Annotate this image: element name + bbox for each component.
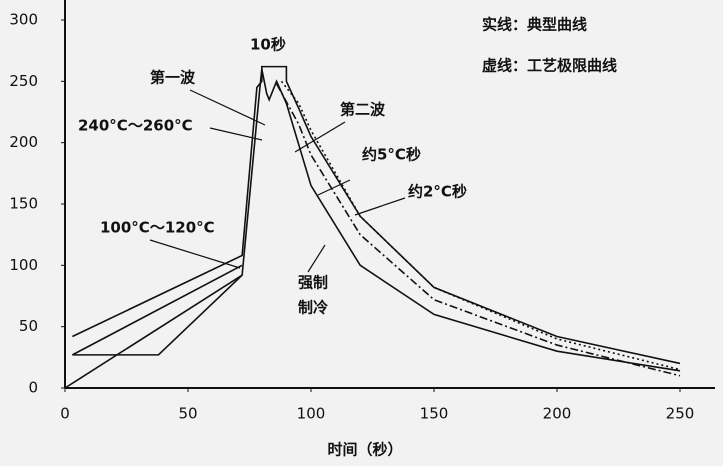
annotation: 制冷 [298,299,328,317]
annotation: 100°C～120°C [100,219,215,237]
leader-line [149,239,241,269]
x-axis-label: 时间（秒） [327,441,402,459]
annotation: 240°C～260°C [78,117,193,135]
x-tick-label: 50 [178,405,197,423]
annotation: 约5°C秒 [362,146,421,164]
profile-curve [72,65,681,365]
y-tick-label: 250 [9,72,38,90]
leader-line [307,244,326,273]
profile-curve [64,68,681,389]
y-tick-label: 100 [9,256,38,274]
annotation: 第二波 [340,101,386,119]
x-tick-label: 100 [297,405,326,423]
annotation: 10秒 [250,36,286,54]
leader-line [189,89,266,126]
profile-curve [72,274,243,356]
y-tick-label: 50 [19,317,38,335]
x-tick-label: 200 [543,405,572,423]
leader-line [209,127,263,141]
y-tick-label: 200 [9,133,38,151]
x-tick-label: 250 [666,405,695,423]
profile-curve [280,80,681,371]
y-tick-label: 150 [9,195,38,213]
leader-line [294,121,346,153]
x-tick-label: 0 [60,405,70,423]
annotation: 约2°C秒 [408,183,467,201]
annotation: 强制 [298,274,328,292]
annotation: 实线：典型曲线 [482,16,587,34]
y-tick-label: 300 [9,11,38,29]
leader-line [317,179,351,196]
annotation: 虚线：工艺极限曲线 [482,57,617,75]
profile-curve [72,264,243,356]
x-tick-label: 150 [420,405,449,423]
y-tick-label: 0 [28,379,38,397]
profile-curve [275,83,681,377]
leader-line [354,197,406,216]
annotation: 第一波 [150,69,196,87]
